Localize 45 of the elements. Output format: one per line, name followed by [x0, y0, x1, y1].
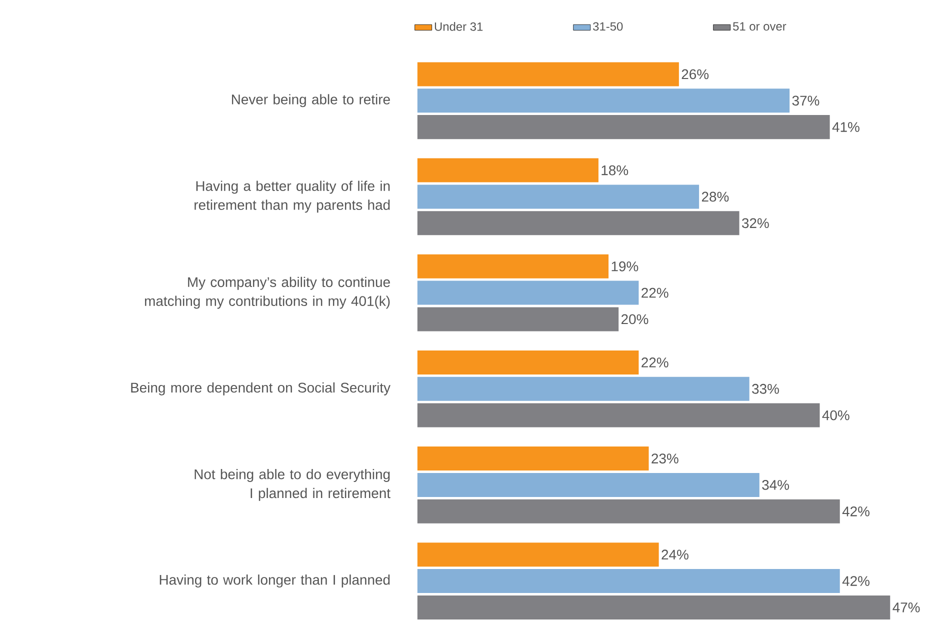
data-label: 33% [752, 384, 779, 394]
data-label: 28% [702, 192, 729, 202]
legend-label: 31-50 [593, 22, 623, 31]
data-label: 40% [822, 410, 850, 420]
data-label: 26% [682, 69, 709, 80]
data-label: 47% [892, 602, 920, 612]
y-tick-label: Never being able to retire [232, 94, 390, 108]
data-label: 18% [602, 165, 628, 176]
data-label: 23% [652, 454, 678, 464]
bar [417, 376, 750, 401]
y-tick-label: Not being able to do everything I planned in retirement [194, 468, 390, 501]
bar [417, 280, 639, 305]
legend-label: 51 or over [733, 22, 786, 31]
bar [417, 88, 790, 113]
bar [417, 211, 740, 236]
bar [417, 499, 840, 524]
y-tick-label: Being more dependent on Social Security [131, 382, 390, 396]
bar [417, 403, 820, 428]
bar [417, 115, 830, 140]
y-tick-label: Having to work longer than I planned [160, 574, 390, 588]
bar [417, 542, 659, 567]
bar [417, 472, 760, 497]
data-label: 34% [762, 480, 790, 490]
bar [417, 446, 649, 471]
y-tick-label: My company’s ability to continue matching my contributions in my 401(k) [144, 276, 390, 309]
data-label: 42% [842, 576, 870, 586]
bar [417, 569, 840, 594]
data-label: 37% [792, 96, 820, 106]
bar [417, 307, 619, 332]
data-label: 24% [662, 550, 688, 560]
bar [417, 62, 679, 86]
data-label: 22% [642, 358, 668, 368]
data-label: 42% [842, 506, 870, 516]
y-tick-label: Having a better quality of life in retirement than my parents had [194, 180, 390, 213]
bar [417, 158, 598, 182]
data-label: 32% [742, 218, 769, 228]
bar [417, 254, 609, 278]
data-label: 41% [832, 122, 860, 132]
data-label: 19% [612, 261, 638, 272]
bar [417, 595, 890, 620]
bar [417, 184, 700, 209]
legend-label: Under 31 [434, 22, 483, 31]
bar [417, 350, 639, 374]
data-label: 20% [621, 314, 648, 324]
data-label: 22% [642, 288, 668, 298]
